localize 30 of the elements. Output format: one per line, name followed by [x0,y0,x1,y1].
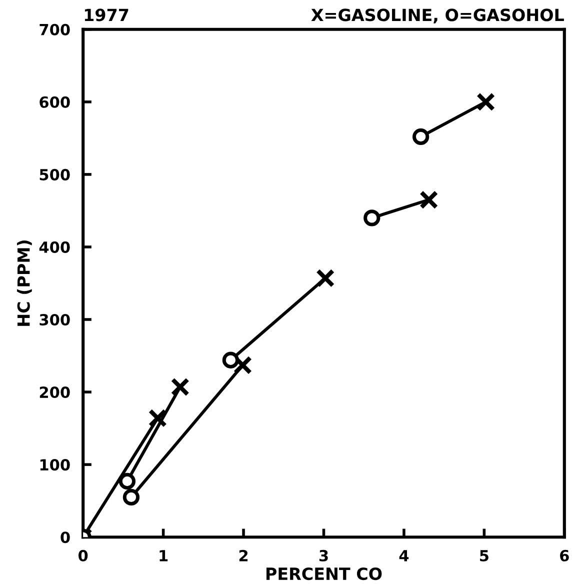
y-tick-label: 200 [40,386,70,398]
point [122,488,140,506]
x-tick-label: 2 [239,550,248,562]
point [222,352,240,368]
x-tick-label: 0 [78,550,88,562]
x-tick-label: 6 [560,550,569,562]
chart-title: 1977 [84,8,128,22]
point [412,128,430,146]
chart-subtitle: X=GASOLINE, O=GASOHOL [311,8,564,24]
y-tick-label: 300 [40,314,70,326]
y-tick-label: 0 [60,532,70,544]
point [316,268,335,288]
point [170,378,190,396]
x-tick-label: 4 [399,550,409,562]
x-axis-title: PERCENT CO [266,567,382,580]
point [476,92,496,112]
y-axis-title: HC (PPM) [17,240,32,326]
x-tick-label: 5 [480,550,488,562]
point [364,210,380,226]
x-tick-label: 3 [319,550,328,562]
y-tick-label: 500 [40,168,70,180]
y-tick-label: 700 [40,24,70,36]
y-tick-label: 600 [40,96,70,108]
y-tick-label: 400 [39,241,70,253]
point [148,408,168,428]
x-tick-label: 1 [160,550,168,562]
point [118,472,136,490]
y-tick-label: 100 [40,459,70,471]
point [233,356,252,375]
point [419,190,438,210]
